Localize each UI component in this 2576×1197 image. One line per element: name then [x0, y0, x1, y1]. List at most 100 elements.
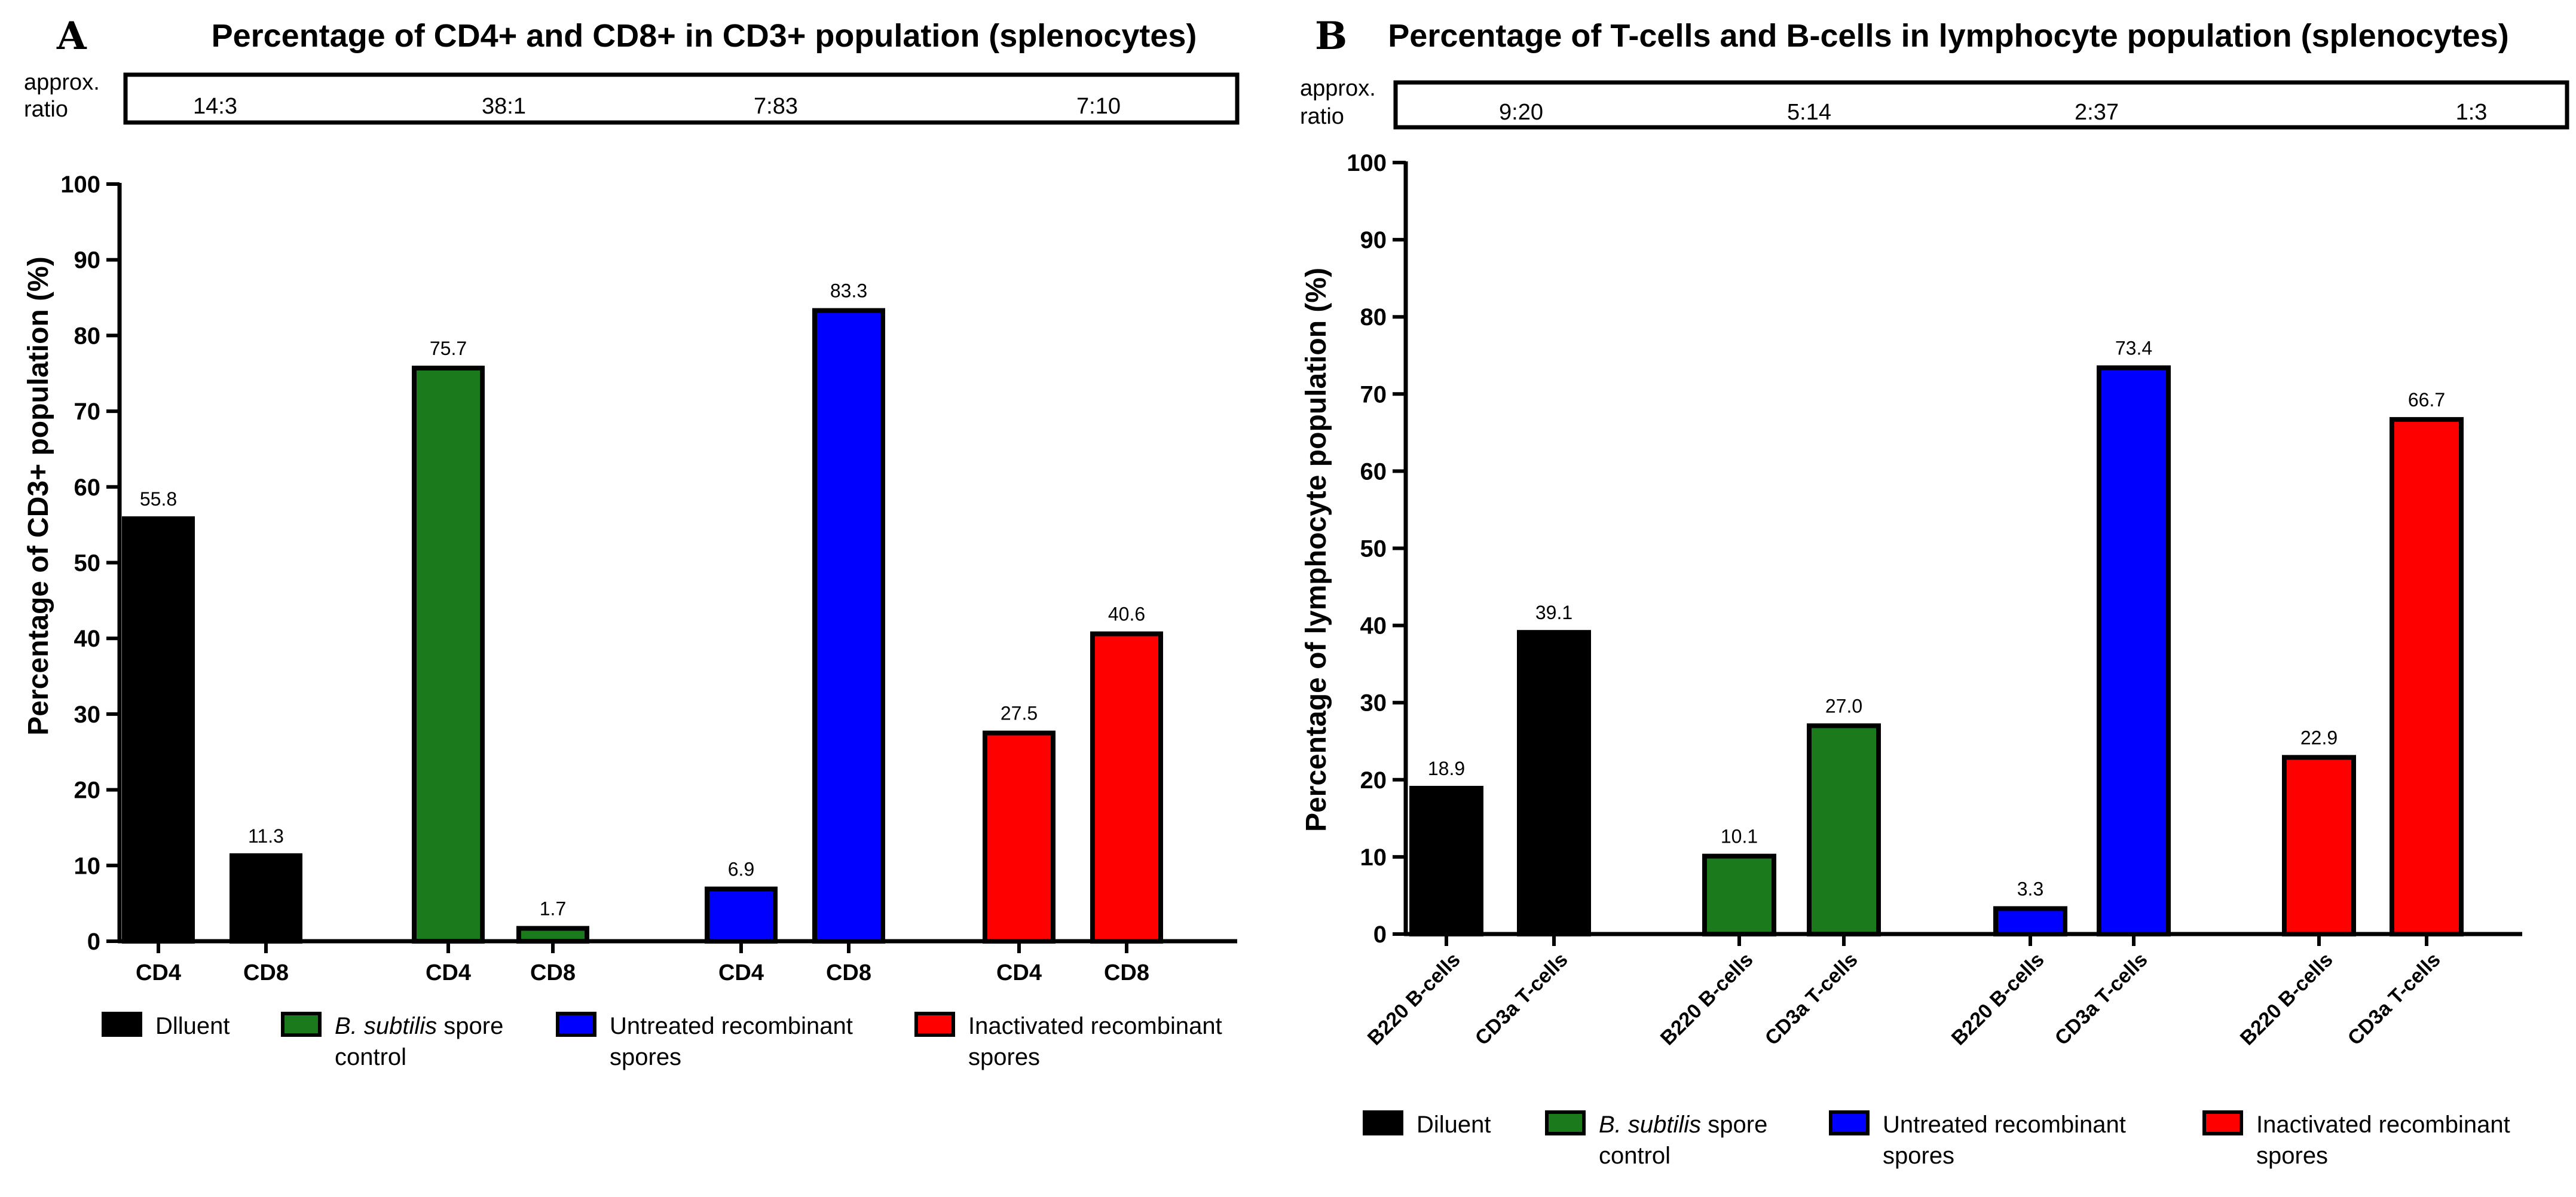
y-tick-label: 90 — [1360, 227, 1387, 253]
panel-a-y-axis-label: Percentage of CD3+ population (%) — [23, 256, 54, 735]
x-tick-label: CD3a T-cells — [2344, 948, 2445, 1050]
legend-label-subtilis: control — [335, 1044, 406, 1070]
legend-label-diluent: Dlluent — [155, 1013, 230, 1039]
x-tick-label: CD8 — [1104, 960, 1149, 985]
bar-subtilis-cd3a-t-cells — [1807, 723, 1881, 937]
y-tick-label: 0 — [1373, 922, 1387, 948]
legend-label-subtilis: B. subtilis spore — [335, 1013, 503, 1039]
data-label: 27.5 — [1001, 703, 1038, 724]
legend-label-untreated: spores — [1883, 1143, 1954, 1169]
panel-b-letter: B — [1315, 14, 1347, 59]
bar-inactivated-cd3a-t-cells — [2390, 417, 2464, 936]
panel-b-y-axis-label: Percentage of lymphocyte population (%) — [1301, 268, 1332, 832]
bar-subtilis-cd4 — [412, 365, 485, 944]
legend-swatch-inactivated — [2202, 1110, 2243, 1135]
y-tick-label: 20 — [74, 777, 101, 804]
legend-swatch-subtilis — [281, 1012, 322, 1037]
ratio-value: 5:14 — [1787, 100, 1831, 125]
data-label: 18.9 — [1428, 758, 1465, 779]
panel-b-legend: Diluent B. subtilis spore control Untreated… — [1363, 1110, 2510, 1169]
x-tick-label: CD4 — [426, 960, 471, 985]
data-label: 40.6 — [1108, 604, 1145, 625]
bar-untreated-b220-b-cells — [1993, 906, 2067, 936]
x-tick-label: CD3a T-cells — [1761, 948, 1862, 1050]
legend-label-inactivated: Inactivated recombinant — [968, 1013, 1222, 1039]
x-tick-label: CD8 — [243, 960, 289, 985]
ratio-value: 1:3 — [2456, 100, 2488, 125]
y-tick-label: 80 — [1360, 304, 1387, 330]
data-label: 55.8 — [140, 488, 177, 510]
data-label: 6.9 — [728, 859, 754, 880]
bar-untreated-cd8 — [812, 308, 885, 944]
x-tick-label: B220 B-cells — [1947, 948, 2049, 1050]
ratio-value: 14:3 — [193, 94, 237, 119]
panel-a-ratio-box — [123, 72, 1240, 125]
panel-a: A Percentage of CD4+ and CD8+ in CD3+ po… — [23, 14, 1240, 1070]
legend-label-untreated: spores — [610, 1044, 681, 1070]
data-label: 83.3 — [830, 280, 867, 302]
y-tick-label: 40 — [74, 626, 101, 652]
data-label: 1.7 — [540, 898, 566, 919]
y-tick-label: 70 — [1360, 381, 1387, 408]
data-label: 10.1 — [1721, 826, 1758, 847]
y-tick-label: 60 — [74, 474, 101, 501]
panel-b-title: Percentage of T-cells and B-cells in lym… — [1388, 18, 2508, 54]
bar-untreated-cd4 — [705, 886, 778, 944]
legend-label-subtilis: control — [1599, 1143, 1671, 1169]
data-label: 11.3 — [248, 825, 284, 847]
y-tick-label: 0 — [87, 929, 100, 955]
legend-swatch-diluent — [102, 1012, 142, 1037]
legend-label-subtilis: B. subtilis spore — [1599, 1112, 1767, 1138]
bar-inactivated-cd4 — [983, 730, 1056, 944]
ratio-value: 7:10 — [1076, 94, 1121, 119]
x-tick-label: CD3a T-cells — [1471, 948, 1572, 1050]
bar-subtilis-b220-b-cells — [1702, 853, 1776, 937]
y-tick-label: 20 — [1360, 767, 1387, 794]
x-tick-label: CD4 — [718, 960, 764, 985]
x-tick-label: CD4 — [996, 960, 1042, 985]
legend-label-inactivated: spores — [2256, 1143, 2328, 1169]
x-tick-label: CD3a T-cells — [2051, 948, 2152, 1050]
y-tick-label: 50 — [1360, 536, 1387, 562]
ratio-value: 2:37 — [2075, 100, 2119, 125]
panel-a-legend: Dlluent B. subtilis spore control Untreated… — [102, 1012, 1222, 1070]
bar-diluent-b220-b-cells — [1409, 786, 1483, 936]
legend-label-diluent: Diluent — [1417, 1112, 1491, 1138]
legend-label-inactivated: spores — [968, 1044, 1040, 1070]
panel-a-plot: 14:3 38:1 7:83 7:10 0 10 20 30 40 50 60 70 80 90 100 55… — [60, 94, 1237, 985]
x-tick-label: B220 B-cells — [1363, 948, 1465, 1050]
legend-label-inactivated: Inactivated recombinant — [2256, 1112, 2510, 1138]
y-tick-label: 10 — [1360, 844, 1387, 871]
legend-swatch-subtilis — [1545, 1110, 1586, 1135]
data-label: 39.1 — [1535, 602, 1572, 623]
x-tick-label: B220 B-cells — [2236, 948, 2338, 1050]
y-tick-label: 60 — [1360, 458, 1387, 485]
legend-swatch-diluent — [1363, 1110, 1403, 1135]
legend-swatch-untreated — [556, 1012, 596, 1037]
data-label: 66.7 — [2408, 389, 2445, 411]
panel-a-ratio-header-line1: approx. — [24, 70, 100, 95]
y-tick-label: 100 — [60, 172, 100, 198]
ratio-value: 9:20 — [1499, 100, 1543, 125]
data-label: 73.4 — [2115, 337, 2152, 359]
data-label: 22.9 — [2300, 727, 2338, 748]
y-tick-label: 40 — [1360, 613, 1387, 639]
x-tick-label: CD8 — [530, 960, 576, 985]
y-tick-label: 10 — [74, 853, 101, 879]
y-tick-label: 90 — [74, 247, 101, 274]
bar-inactivated-b220-b-cells — [2282, 755, 2356, 936]
panel-b-ratio-header-line2: ratio — [1300, 104, 1344, 129]
legend-label-untreated: Untreated recombinant — [610, 1013, 853, 1039]
bar-inactivated-cd8 — [1090, 631, 1163, 944]
panel-a-title: Percentage of CD4+ and CD8+ in CD3+ popu… — [212, 18, 1197, 54]
x-tick-label: CD8 — [826, 960, 871, 985]
data-label: 75.7 — [430, 338, 467, 359]
panel-a-letter: A — [56, 14, 87, 59]
x-tick-label: CD4 — [136, 960, 181, 985]
data-label: 27.0 — [1825, 695, 1862, 717]
bar-untreated-cd3a-t-cells — [2097, 365, 2171, 936]
y-tick-label: 50 — [74, 550, 101, 577]
y-tick-label: 70 — [74, 399, 101, 425]
y-tick-label: 30 — [74, 702, 101, 728]
